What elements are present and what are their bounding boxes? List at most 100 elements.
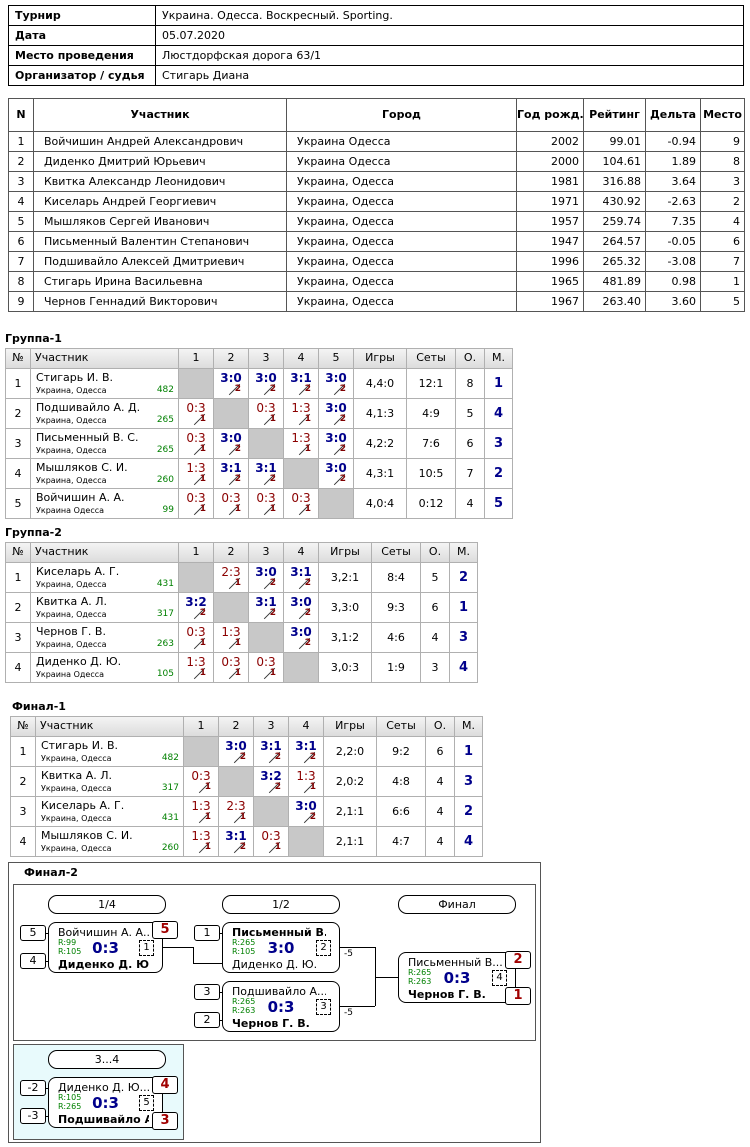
table-cell: 3.64 [645, 171, 701, 192]
group-header: 4 [288, 716, 324, 737]
match-score: 0:3 [92, 1094, 119, 1112]
table-cell: -3.08 [645, 251, 701, 272]
sets: 4:7 [376, 826, 426, 857]
player-rating: 260 [161, 843, 179, 853]
match-box: Диденко Д. Ю....R:105 Подшивайло А... R:26… [48, 1077, 163, 1128]
table-cell: 9 [700, 131, 745, 152]
games: 3,0:3 [318, 652, 372, 683]
group-header: О. [425, 716, 455, 737]
player-rating: R:105 [232, 947, 256, 956]
table-cell: Украина Одесса [286, 151, 517, 172]
row-number: 5 [5, 488, 31, 519]
table-header: Дельта [645, 98, 701, 132]
player-name: Письменный В.... [232, 926, 326, 939]
place: 3 [484, 428, 513, 459]
table-cell: -2.63 [645, 191, 701, 212]
table-cell: 4 [8, 191, 34, 212]
result-cell: 3:0 2 [283, 592, 319, 623]
score: 3:0 [225, 739, 247, 753]
player-name: Стигарь И. В. [36, 371, 113, 384]
player-cell: Письменный В. С. Украина, Одесса 265 [30, 428, 179, 459]
seed-box: 1 [194, 925, 220, 941]
connector [193, 963, 222, 964]
group-header: М. [484, 348, 513, 369]
points: 6 [455, 428, 485, 459]
result-cell [213, 398, 249, 429]
result-cell: 3:0 2 [318, 398, 354, 429]
result-cell: 1:3 1 [183, 826, 219, 857]
table-cell: 1967 [516, 291, 584, 312]
sub-score: 1 [269, 668, 276, 678]
table-cell: 1947 [516, 231, 584, 252]
table-cell: 104.61 [583, 151, 646, 172]
games: 3,1:2 [318, 622, 372, 653]
sub-score: 1 [199, 444, 206, 454]
connector [220, 1020, 222, 1021]
row-number: 3 [5, 622, 31, 653]
result-cell: 3:0 2 [318, 458, 354, 489]
score: 1:3 [296, 769, 316, 783]
match-score: 0:3 [443, 969, 471, 987]
table-cell: 2000 [516, 151, 584, 172]
player-name: Диденко Д. Ю. [36, 655, 122, 668]
score: 3:0 [325, 431, 347, 445]
row-number: 4 [5, 652, 31, 683]
match-score: 3:0 [267, 939, 295, 957]
table-cell: 5 [700, 291, 745, 312]
sets: 8:4 [371, 562, 421, 593]
score: 3:1 [255, 595, 277, 609]
result-cell: 2:3 1 [218, 796, 254, 827]
player-name: Письменный В. С. [36, 431, 139, 444]
player-city: Украина Одесса [36, 506, 105, 515]
sub-score: 2 [309, 812, 316, 822]
game-number: 5 [139, 1095, 154, 1111]
result-cell [213, 592, 249, 623]
group-title: Группа-1 [5, 332, 62, 345]
table-cell: 3 [700, 171, 745, 192]
result-cell: 3:0 2 [213, 368, 249, 399]
sub-score: 1 [304, 444, 311, 454]
sets: 1:9 [371, 652, 421, 683]
group-header: Участник [30, 348, 179, 369]
score: 0:3 [256, 655, 276, 669]
games: 4,3:1 [353, 458, 407, 489]
sets: 9:2 [376, 736, 426, 767]
score: 0:3 [256, 401, 276, 415]
score: 0:3 [186, 401, 206, 415]
score: 0:3 [256, 491, 276, 505]
table-header: Год рожд. [516, 98, 584, 132]
score: 3:1 [295, 739, 317, 753]
row-number: 2 [5, 398, 31, 429]
table-cell: Диденко Дмитрий Юрьевич [33, 151, 287, 172]
group-header: О. [420, 542, 450, 563]
points: 8 [455, 368, 485, 399]
match-box: Войчишин А. А... R:99 Диденко Д. Ю. R:105 0:… [48, 922, 163, 973]
group-header: 1 [183, 716, 219, 737]
table-cell: 481.89 [583, 271, 646, 292]
row-number: 1 [5, 562, 31, 593]
sub-score: 1 [199, 668, 206, 678]
result-cell: 0:3 1 [213, 488, 249, 519]
points: 3 [420, 652, 450, 683]
table-header: N [8, 98, 34, 132]
sub-score: 2 [304, 578, 311, 588]
result-cell: 1:3 1 [213, 622, 249, 653]
table-cell: 7.35 [645, 211, 701, 232]
player-rating: 431 [156, 579, 174, 589]
sub-score: 1 [199, 504, 206, 514]
group-header: Игры [353, 348, 407, 369]
result-cell [183, 736, 219, 767]
connector [375, 977, 376, 1006]
score: 0:3 [186, 431, 206, 445]
group-header: 2 [218, 716, 254, 737]
round-header: 3...4 [48, 1050, 166, 1069]
result-cell [178, 368, 214, 399]
table-cell: Украина, Одесса [286, 211, 517, 232]
player-name: Диденко Д. Ю. [58, 958, 149, 971]
game-number: 3 [316, 999, 331, 1015]
table-cell: 9 [8, 291, 34, 312]
sets: 12:1 [406, 368, 456, 399]
table-cell: 430.92 [583, 191, 646, 212]
place: 1 [454, 736, 483, 767]
player-rating: 105 [156, 669, 174, 679]
